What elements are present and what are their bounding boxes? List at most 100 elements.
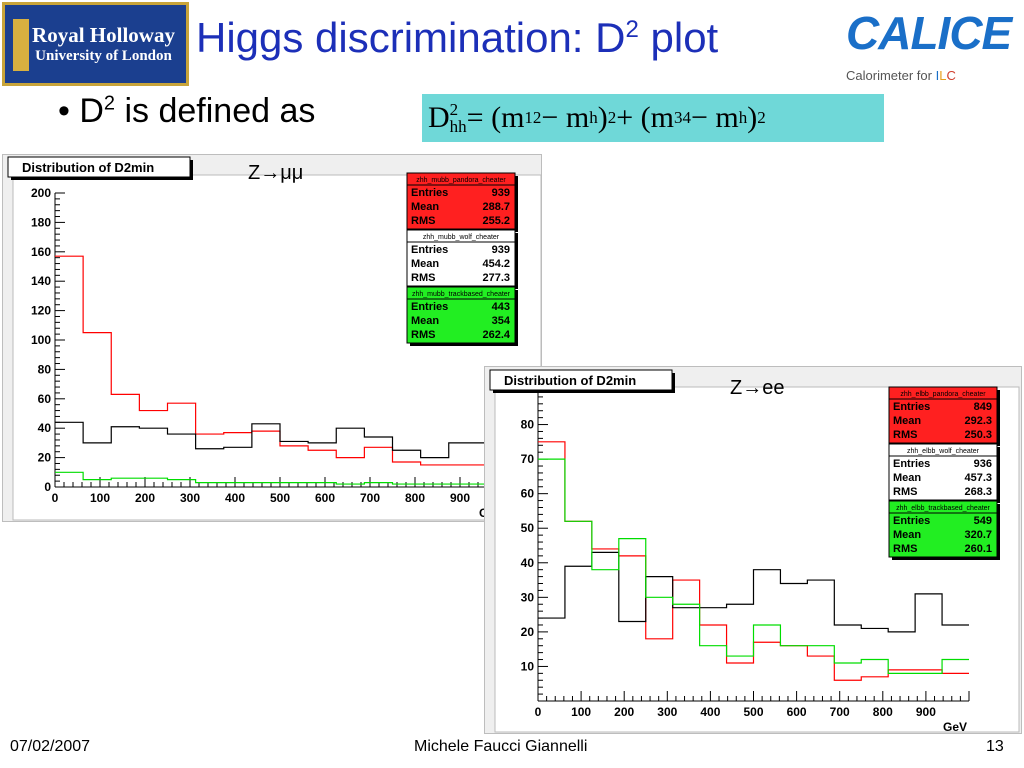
hist-series-zhh_elbb_trackbased_cheater — [538, 458, 969, 674]
stats-label-mean: Mean — [893, 415, 921, 427]
d2-formula: D 2 hh = (m 12 − m h) 2 + (m 34 − m h) 2 — [422, 94, 884, 142]
mumu-histogram: Distribution of D2min 0 20 40 60 80 100 120 140 1… — [7, 156, 542, 521]
f-close2: ) — [747, 101, 758, 134]
x-tick-label: 900 — [916, 705, 936, 719]
stats-value-rms: 268.3 — [964, 486, 992, 498]
x-tick-label: 0 — [52, 491, 59, 505]
f-mid2: − m — [690, 101, 739, 134]
stats-name: zhh_mubb_trackbased_cheater — [412, 291, 511, 298]
footer-date: 07/02/2007 — [10, 738, 91, 755]
slide-title: Higgs discrimination: D2 plot — [196, 14, 718, 62]
calice-sub-prefix: Calorimeter for — [846, 68, 936, 83]
stats-value-mean: 457.3 — [964, 472, 992, 484]
hist-series-zhh_mubb_trackbased_cheater — [55, 471, 505, 485]
f-sub34: 34 — [673, 108, 691, 127]
stats-box-zhh_mubb_pandora_cheater — [406, 172, 516, 230]
ee-channel-label: Z→ee — [730, 377, 785, 399]
stats-label-mean: Mean — [411, 201, 439, 213]
stats-label-rms: RMS — [893, 543, 917, 555]
hist-series-zhh_mubb_pandora_cheater — [55, 255, 505, 466]
y-tick-label: 60 — [521, 487, 535, 501]
stats-box-zhh_elbb_trackbased_cheater — [888, 500, 998, 558]
x-tick-label: 500 — [270, 491, 290, 505]
stats-value-entries: 939 — [492, 244, 510, 256]
slide-title-sup: 2 — [625, 16, 639, 43]
x-tick-label: 100 — [90, 491, 110, 505]
x-tick-label: 400 — [700, 705, 720, 719]
ee-histogram-panel: Distribution of D2min 10 20 30 40 50 60 70 80 0 10… — [484, 366, 1022, 734]
calice-logo: CALICE Calorimeter for ILC — [846, 6, 1022, 86]
stats-value-rms: 277.3 — [482, 272, 510, 284]
y-tick-label: 70 — [521, 452, 535, 466]
stats-label-rms: RMS — [411, 329, 435, 341]
y-tick-label: 100 — [31, 333, 51, 347]
y-tick-label: 80 — [521, 418, 535, 432]
y-tick-label: 120 — [31, 304, 51, 318]
y-tick-label: 200 — [31, 186, 51, 200]
slide-title-text: Higgs discrimination: D — [196, 14, 626, 61]
y-tick-label: 0 — [44, 480, 51, 494]
y-tick-label: 140 — [31, 274, 51, 288]
x-tick-label: 400 — [225, 491, 245, 505]
calice-sub-i: I — [935, 68, 940, 83]
x-tick-label: 100 — [571, 705, 591, 719]
royal-holloway-logo: Royal Holloway University of London — [2, 2, 189, 86]
stats-name: zhh_mubb_pandora_cheater — [416, 177, 506, 184]
y-tick-label: 50 — [521, 521, 535, 535]
footer-page: 13 — [986, 738, 1004, 755]
y-tick-label: 20 — [521, 625, 535, 639]
f-subh2: h — [738, 108, 748, 127]
stats-name: zhh_elbb_pandora_cheater — [900, 391, 986, 398]
x-tick-label: 300 — [180, 491, 200, 505]
calice-subtitle: Calorimeter for ILC — [846, 68, 956, 83]
f-rhs: = (m — [466, 101, 525, 134]
stats-value-rms: 262.4 — [482, 329, 510, 341]
stats-value-rms: 250.3 — [964, 429, 992, 441]
bullet-text: is defined as — [115, 92, 316, 130]
f-sq1: 2 — [607, 108, 617, 127]
stats-label-mean: Mean — [411, 258, 439, 270]
x-tick-label: 800 — [405, 491, 425, 505]
stats-label-entries: Entries — [893, 401, 930, 413]
y-tick-label: 180 — [31, 215, 51, 229]
bullet-definition: • D2 is defined as — [58, 92, 316, 130]
stats-label-rms: RMS — [893, 429, 917, 441]
stats-value-rms: 255.2 — [482, 215, 510, 227]
y-tick-label: 160 — [31, 245, 51, 259]
stats-value-entries: 549 — [974, 515, 992, 527]
stats-value-entries: 939 — [492, 187, 510, 199]
stats-value-mean: 288.7 — [482, 201, 510, 213]
x-tick-label: 500 — [743, 705, 763, 719]
title-box — [7, 156, 191, 178]
logo-line2: University of London — [35, 48, 172, 64]
stats-value-rms: 260.1 — [964, 543, 992, 555]
logo-line1: Royal Holloway — [32, 23, 175, 47]
f-close1: ) — [597, 101, 608, 134]
f-subh1: h — [589, 108, 598, 127]
stats-label-mean: Mean — [893, 529, 921, 541]
stats-label-entries: Entries — [411, 301, 448, 313]
f-sub12: 12 — [524, 108, 542, 127]
y-tick-label: 30 — [521, 590, 535, 604]
stats-box-zhh_mubb_wolf_cheater — [406, 229, 516, 287]
stats-box-zhh_elbb_wolf_cheater — [888, 443, 998, 501]
x-tick-label: 200 — [135, 491, 155, 505]
stats-value-entries: 849 — [974, 401, 992, 413]
x-tick-label: 300 — [657, 705, 677, 719]
calice-sub-l: L — [939, 68, 947, 83]
stats-value-mean: 454.2 — [482, 258, 510, 270]
y-tick-label: 60 — [38, 392, 52, 406]
x-tick-label: 0 — [535, 705, 542, 719]
stats-value-mean: 320.7 — [964, 529, 992, 541]
y-tick-label: 40 — [38, 421, 52, 435]
x-axis-label: GeV — [943, 720, 967, 734]
chart-title: Distribution of D2min — [504, 373, 636, 388]
bullet-sup: 2 — [103, 92, 116, 115]
chart-title: Distribution of D2min — [22, 160, 154, 175]
stats-value-mean: 354 — [492, 315, 511, 327]
stats-label-entries: Entries — [411, 187, 448, 199]
crest-icon — [13, 19, 29, 71]
stats-label-rms: RMS — [411, 215, 435, 227]
stats-value-entries: 443 — [492, 301, 510, 313]
